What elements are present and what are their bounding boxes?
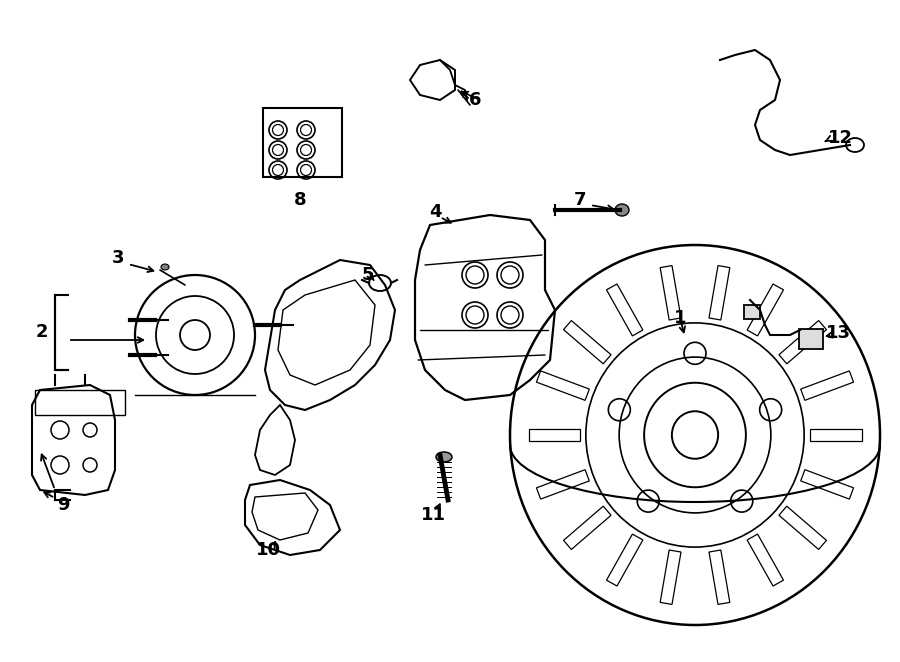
Ellipse shape bbox=[615, 204, 629, 216]
Text: 2: 2 bbox=[36, 323, 49, 341]
Text: 3: 3 bbox=[112, 249, 124, 267]
Text: 10: 10 bbox=[256, 541, 281, 559]
Text: 6: 6 bbox=[469, 91, 482, 109]
Text: 9: 9 bbox=[57, 496, 69, 514]
Text: 13: 13 bbox=[825, 324, 850, 342]
Text: 1: 1 bbox=[674, 309, 686, 327]
FancyBboxPatch shape bbox=[799, 329, 823, 349]
Text: 11: 11 bbox=[420, 506, 446, 524]
Text: 4: 4 bbox=[428, 203, 441, 221]
Text: 8: 8 bbox=[293, 191, 306, 209]
FancyBboxPatch shape bbox=[744, 305, 760, 319]
Text: 5: 5 bbox=[362, 266, 374, 284]
Text: 7: 7 bbox=[574, 191, 586, 209]
Ellipse shape bbox=[436, 452, 452, 462]
Text: 12: 12 bbox=[827, 129, 852, 147]
Ellipse shape bbox=[161, 264, 169, 270]
